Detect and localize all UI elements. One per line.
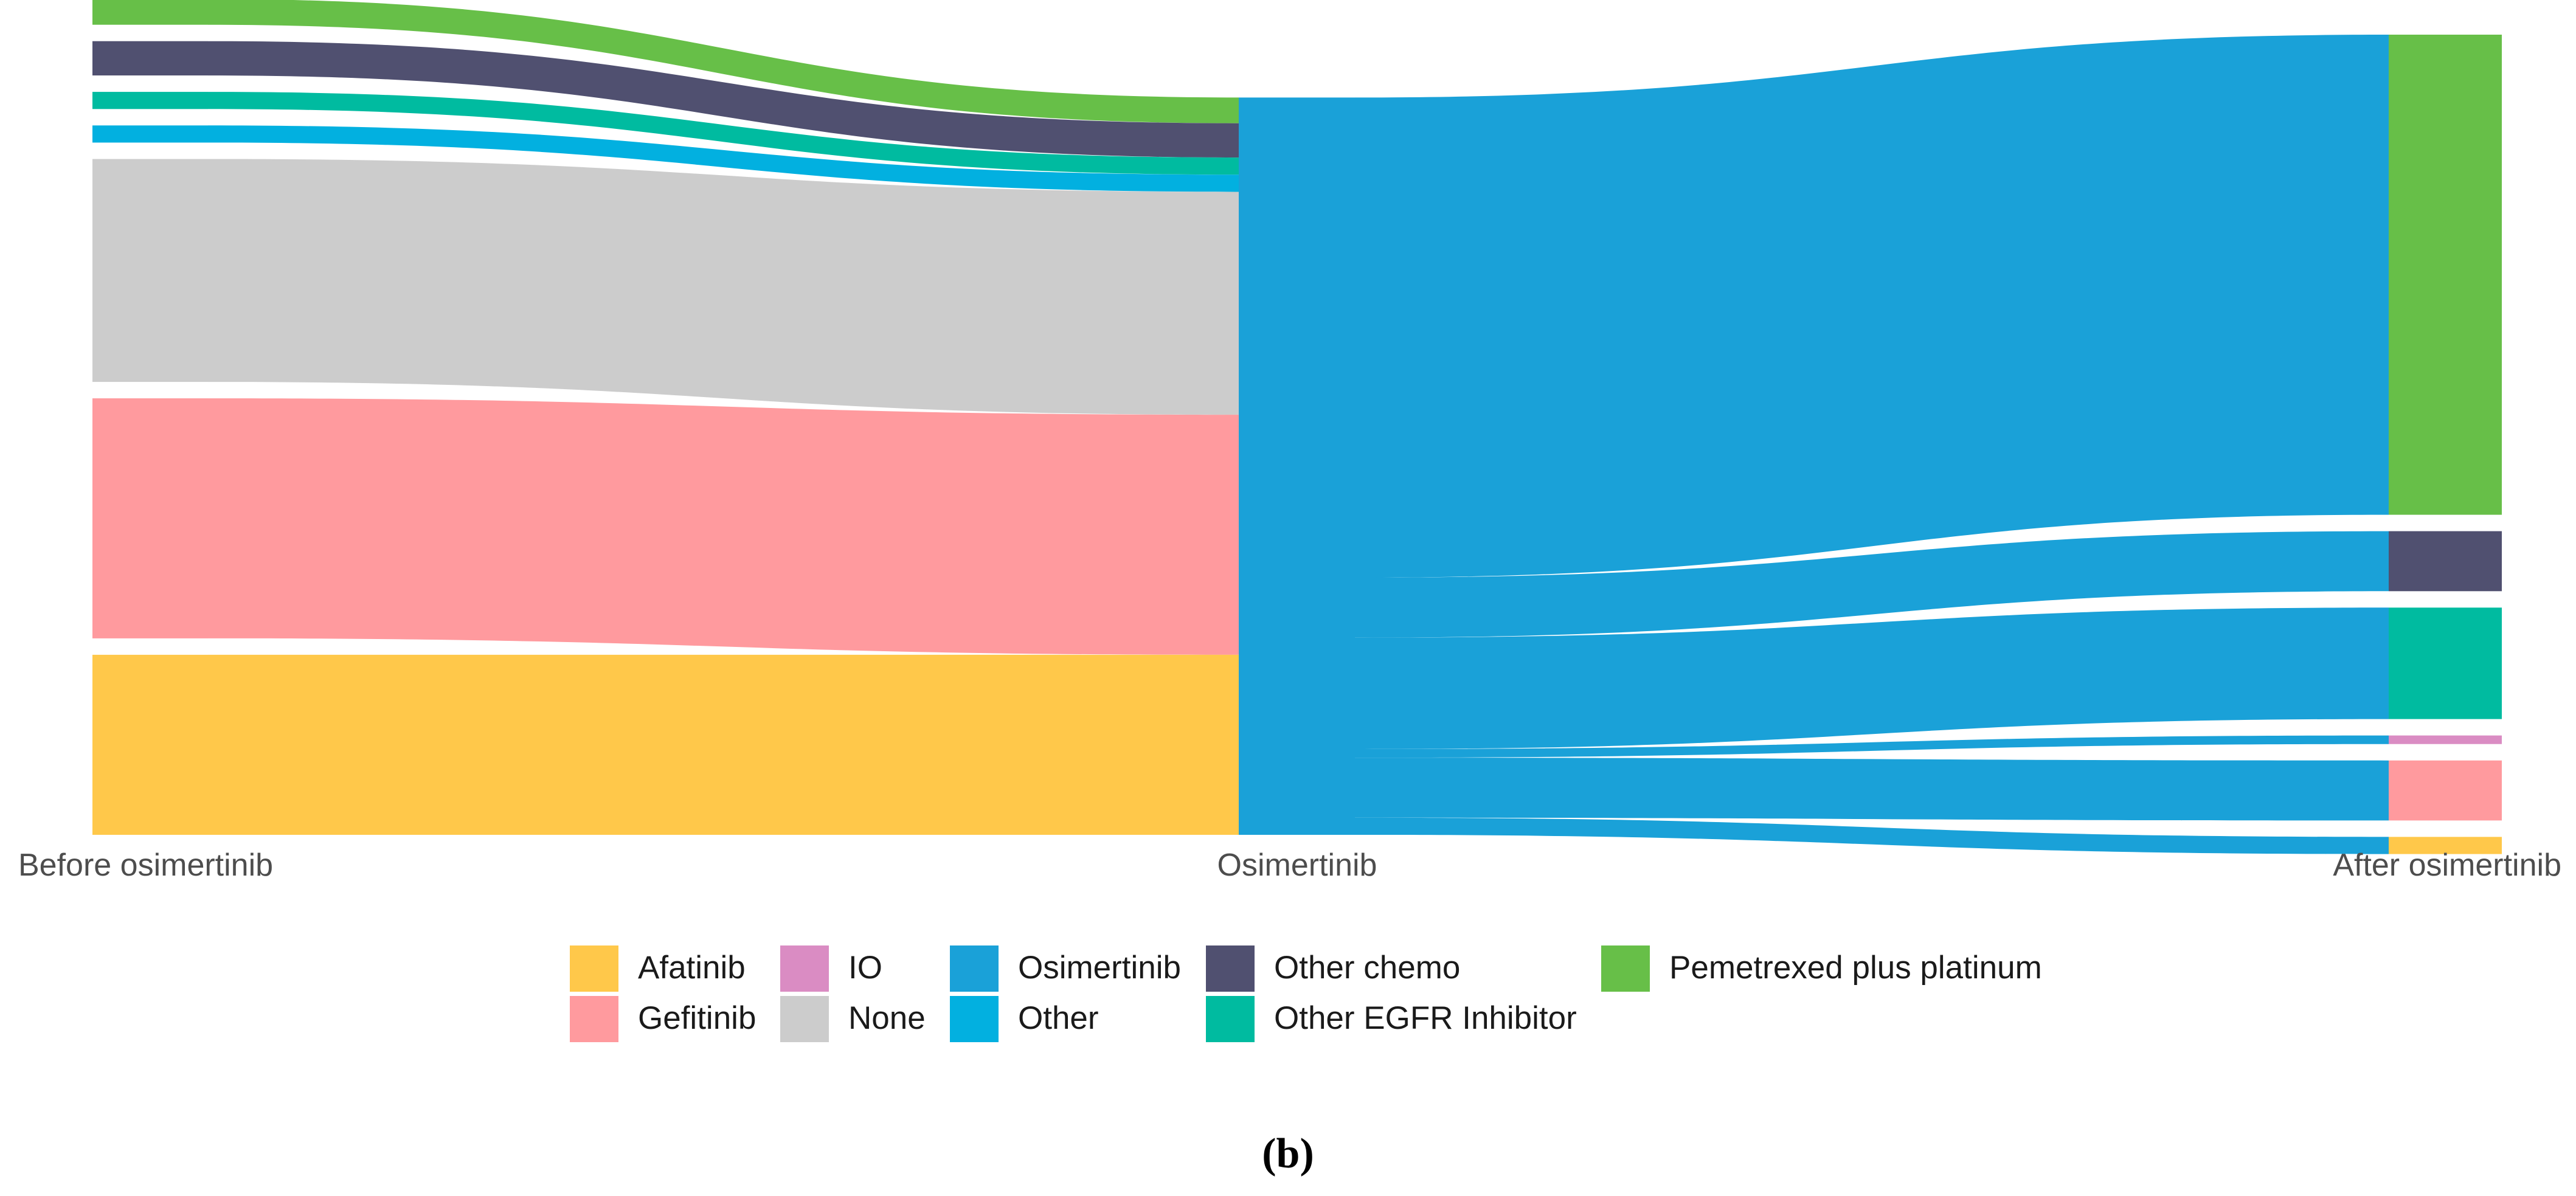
flow-before-other <box>208 125 1239 192</box>
flow-before-pemetrexed-plus-platinum <box>208 0 1239 123</box>
legend-item-afatinib: Afatinib <box>570 945 746 992</box>
legend-swatch-gefitinib <box>570 996 618 1042</box>
legend-swatch-osimertinib <box>950 945 999 992</box>
node-before-afatinib <box>92 654 208 835</box>
legend-label-io: IO <box>848 950 882 986</box>
node-osimertinib <box>1239 97 1355 835</box>
node-after-gefitinib <box>2389 760 2502 821</box>
legend-swatch-io <box>780 945 829 992</box>
node-after-other-chemo <box>2389 531 2502 592</box>
flow-before-other-chemo <box>208 41 1239 158</box>
legend-label-afatinib: Afatinib <box>638 950 746 986</box>
flow-before-gefitinib <box>208 398 1239 655</box>
panel-label-close: ) <box>1300 1130 1314 1177</box>
flow-before-afatinib <box>208 654 1239 835</box>
flow-after-gefitinib <box>1355 758 2389 821</box>
node-after-io <box>2389 735 2502 744</box>
stage-label-osimertinib: Osimertinib <box>1217 848 1377 883</box>
stage-label-before: Before osimertinib <box>18 848 273 883</box>
node-after-afatinib <box>2389 837 2502 854</box>
legend: Afatinib Gefitinib IO None Osimertinib Other O… <box>570 945 2042 1042</box>
legend-item-io: IO <box>780 945 882 992</box>
legend-label-osimertinib: Osimertinib <box>1018 950 1181 986</box>
legend-label-pemetrexed-plus-platinum: Pemetrexed plus platinum <box>1669 950 2042 986</box>
node-before-pemetrexed-plus-platinum <box>92 0 208 25</box>
legend-swatch-afatinib <box>570 945 618 992</box>
node-before-none <box>92 159 208 382</box>
legend-swatch-none <box>780 996 829 1042</box>
legend-label-other: Other <box>1018 1000 1099 1036</box>
flow-before-other-egfr-inhibitor <box>208 92 1239 175</box>
panel-label-open: ( <box>1262 1130 1276 1177</box>
node-after-pemetrexed-plus-platinum <box>2389 35 2502 515</box>
flow-after-pemetrexed-plus-platinum <box>1355 35 2389 578</box>
node-layer <box>92 0 2502 854</box>
flow-layer <box>208 0 2389 854</box>
legend-item-none: None <box>780 996 926 1042</box>
flow-after-other-chemo <box>1355 531 2389 638</box>
legend-swatch-other-egfr-inhibitor <box>1206 996 1255 1042</box>
node-before-other-chemo <box>92 41 208 76</box>
legend-item-gefitinib: Gefitinib <box>570 996 756 1042</box>
flow-before-none <box>208 159 1239 415</box>
stage-label-after: After osimertinib <box>2333 848 2561 883</box>
legend-label-other-chemo: Other chemo <box>1274 950 1460 986</box>
panel-label: (b) <box>1262 1130 1314 1177</box>
legend-item-other-egfr-inhibitor: Other EGFR Inhibitor <box>1206 996 1577 1042</box>
legend-item-osimertinib: Osimertinib <box>950 945 1181 992</box>
stage-labels: Before osimertinib Osimertinib After osime… <box>18 848 2561 883</box>
node-before-other-egfr-inhibitor <box>92 92 208 109</box>
node-after-other-egfr-inhibitor <box>2389 607 2502 719</box>
legend-item-other-chemo: Other chemo <box>1206 945 1460 992</box>
legend-item-other: Other <box>950 996 1099 1042</box>
legend-label-none: None <box>848 1000 926 1036</box>
legend-swatch-other-chemo <box>1206 945 1255 992</box>
legend-swatch-pemetrexed-plus-platinum <box>1601 945 1650 992</box>
node-before-gefitinib <box>92 398 208 638</box>
flow-after-other-egfr-inhibitor <box>1355 607 2389 749</box>
flow-after-io <box>1355 735 2389 758</box>
flow-after-afatinib <box>1355 817 2389 854</box>
legend-label-gefitinib: Gefitinib <box>638 1000 756 1036</box>
node-before-other <box>92 125 208 143</box>
legend-label-other-egfr-inhibitor: Other EGFR Inhibitor <box>1274 1000 1577 1036</box>
legend-swatch-other <box>950 996 999 1042</box>
legend-item-pemetrexed-plus-platinum: Pemetrexed plus platinum <box>1601 945 2042 992</box>
panel-label-letter: b <box>1276 1130 1300 1177</box>
